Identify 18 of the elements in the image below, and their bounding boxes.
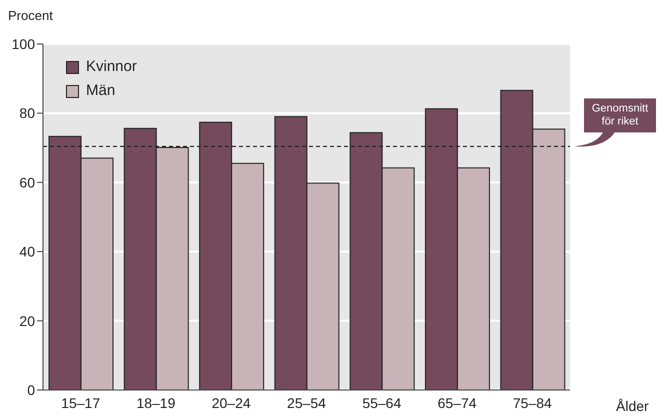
x-tick-label: 25–54 [287, 394, 326, 411]
y-tick-label: 60 [19, 174, 36, 190]
legend-label: Kvinnor [86, 57, 137, 77]
x-tick-label: 75–84 [512, 394, 552, 411]
y-axis-title: Procent [8, 8, 53, 23]
x-tick-label: 65–74 [438, 394, 477, 411]
y-tick-label: 20 [19, 312, 36, 329]
x-tick-label: 15–17 [61, 394, 100, 411]
legend-label: Män [86, 81, 116, 101]
y-tick-label: 0 [27, 382, 36, 398]
x-tick-label: 18–19 [136, 394, 176, 411]
ref-line-label: Genomsnitt för riket [592, 102, 648, 128]
x-tick-label: 20–24 [212, 394, 251, 411]
y-tick-label: 40 [19, 244, 36, 260]
x-axis-title: Ålder [616, 398, 649, 414]
y-tick-label: 80 [19, 105, 36, 122]
y-tick-label: 100 [12, 36, 36, 52]
x-tick-label: 55–64 [362, 394, 402, 411]
